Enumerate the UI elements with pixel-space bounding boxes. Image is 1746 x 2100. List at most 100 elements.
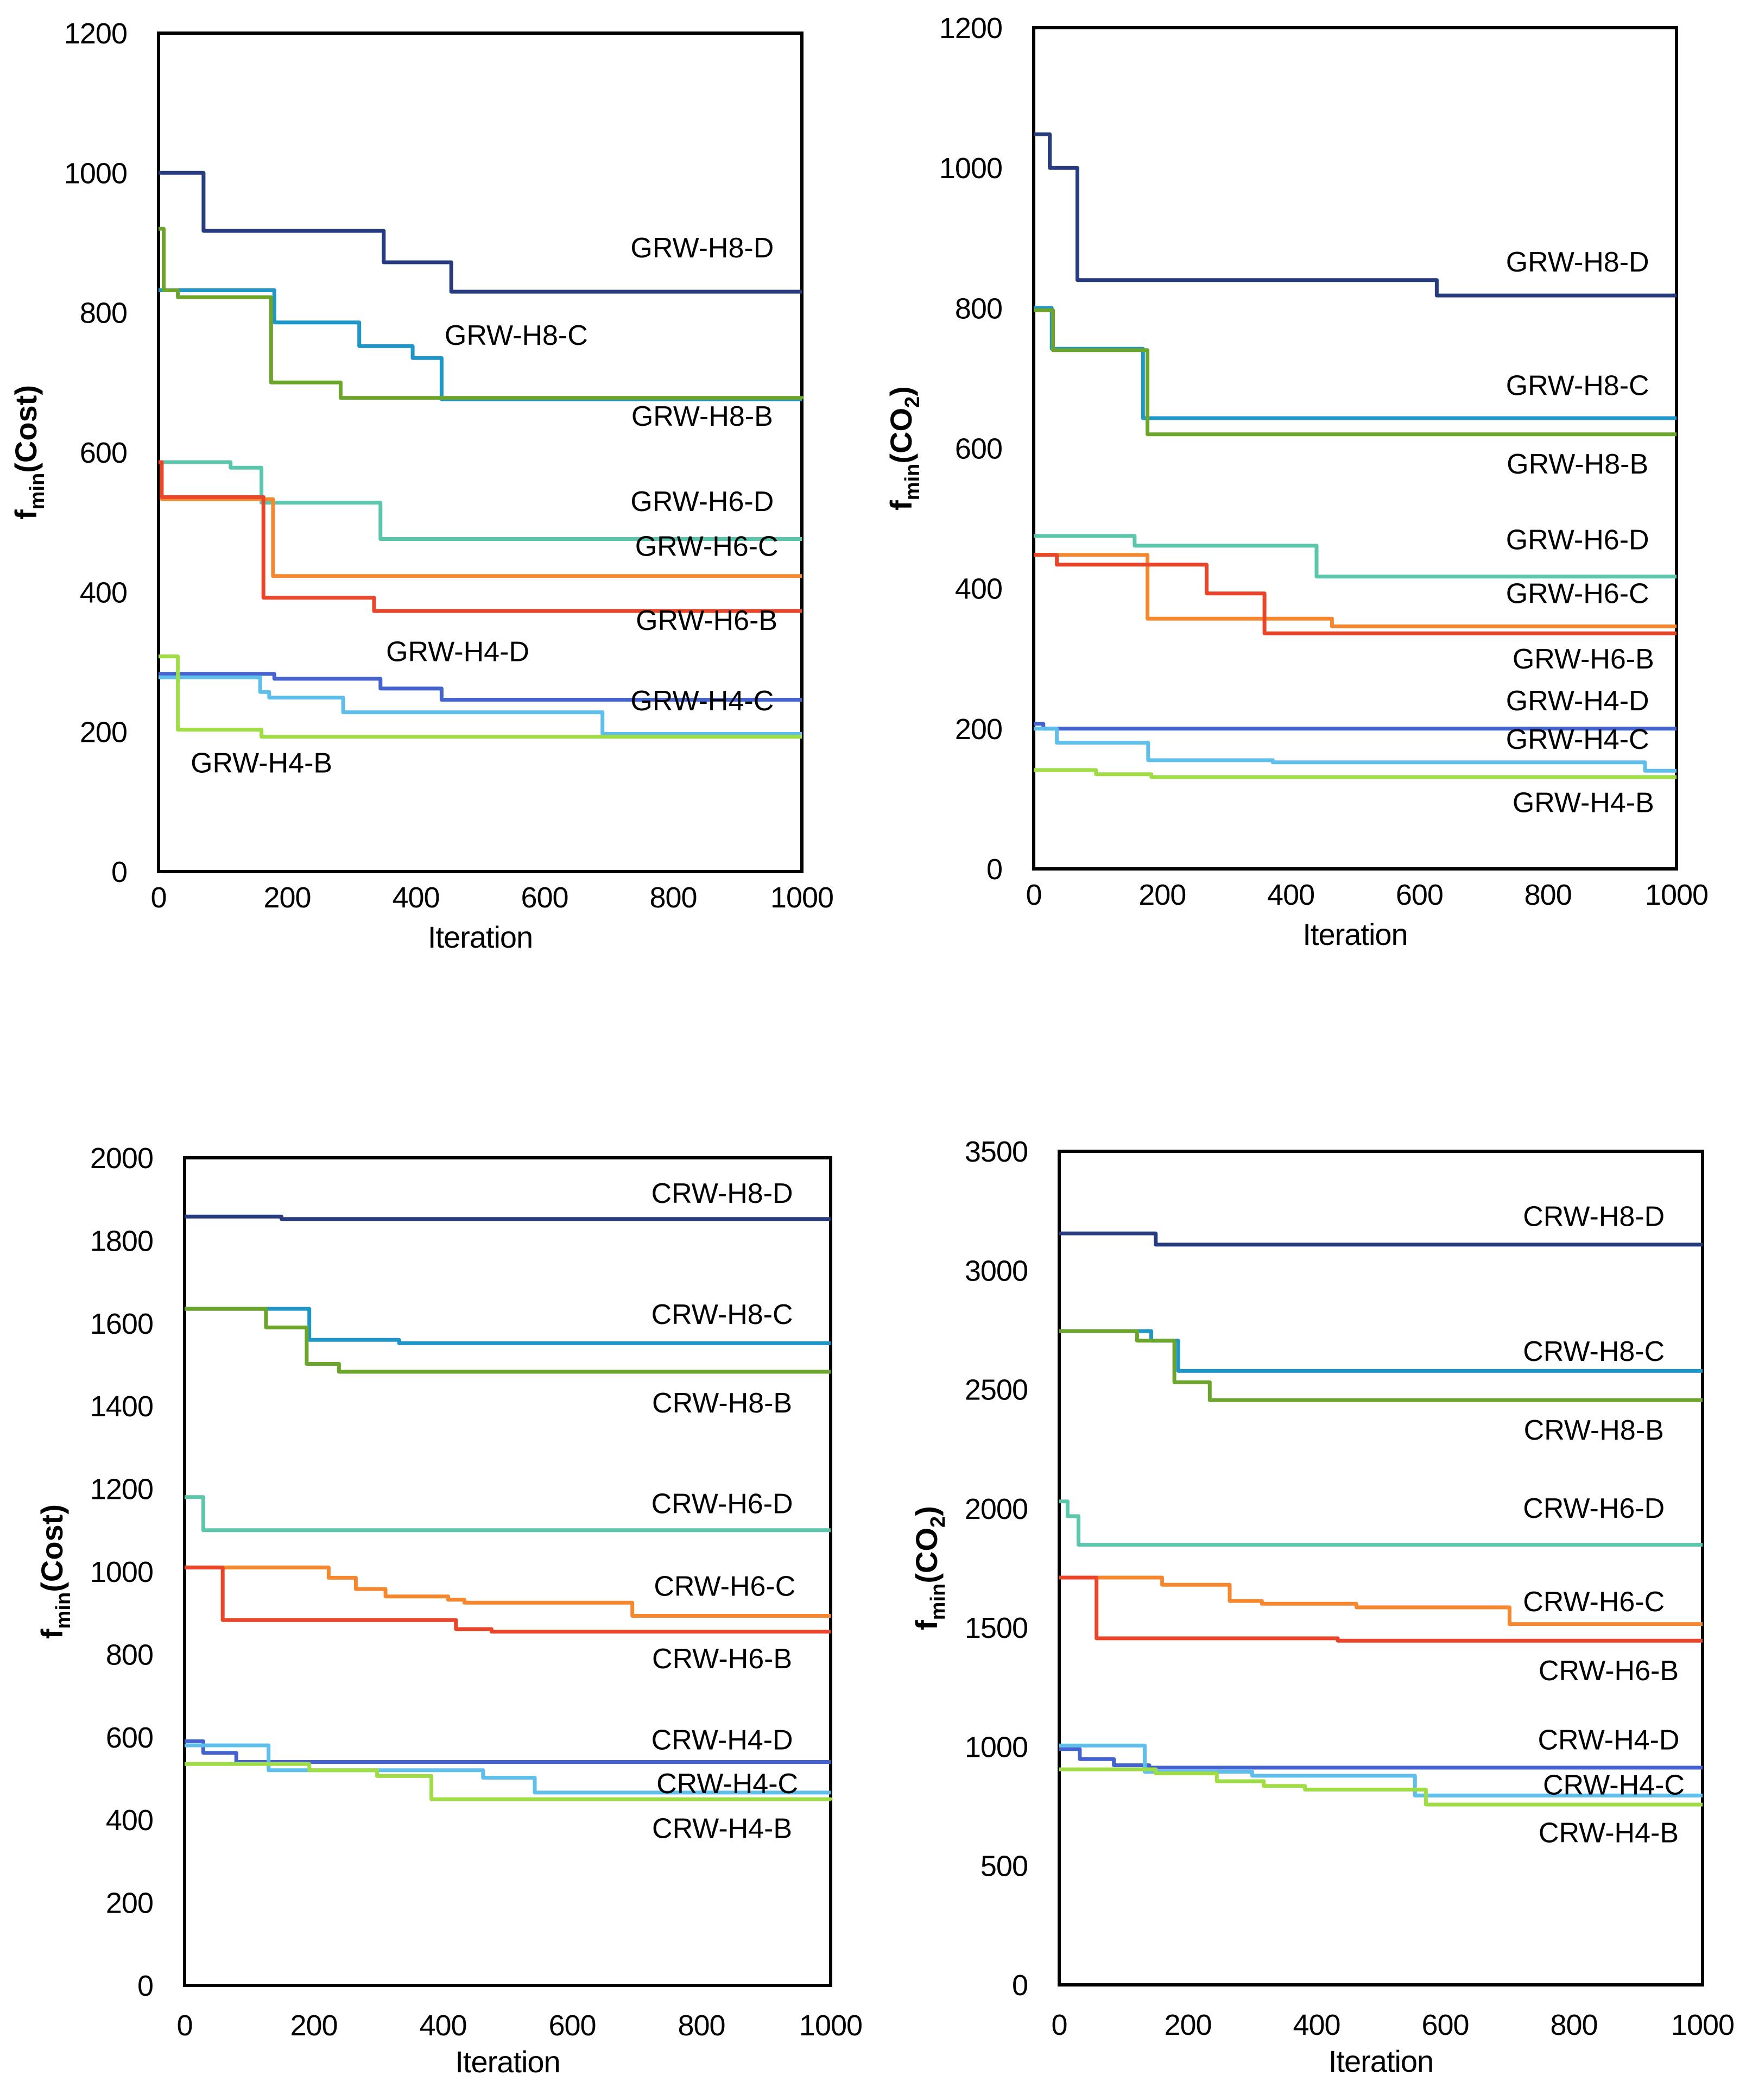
- y-tick-label: 1200: [90, 1473, 153, 1506]
- x-tick-label: 1000: [1645, 879, 1708, 911]
- x-tick-label: 200: [290, 2009, 337, 2042]
- x-tick-label: 600: [1421, 2009, 1469, 2041]
- series-annotation-crw-h6-d: CRW-H6-D: [1523, 1493, 1665, 1524]
- series-annotation-grw-h6-c: GRW-H6-C: [1506, 578, 1649, 610]
- series-annotation-crw-h6-c: CRW-H6-C: [1523, 1586, 1665, 1618]
- series-annotation-crw-h4-d: CRW-H4-D: [1538, 1724, 1680, 1756]
- plot-border: [1032, 26, 1678, 871]
- x-tick-label: 0: [176, 2009, 192, 2042]
- series-line-grw-h8-d: [159, 171, 802, 294]
- series-annotation-grw-h8-d: GRW-H8-D: [630, 232, 774, 264]
- series-annotation-grw-h4-b: GRW-H4-B: [191, 747, 332, 779]
- series-line-grw-h8-c: [159, 288, 802, 401]
- y-tick-label: 600: [955, 433, 1002, 465]
- series-annotation-grw-h6-b: GRW-H6-B: [1513, 644, 1654, 675]
- series-line-grw-h4-b: [159, 654, 802, 739]
- plot-border: [183, 1156, 832, 1987]
- series-annotation-grw-h6-b: GRW-H6-B: [636, 605, 777, 636]
- series-annotation-crw-h4-c: CRW-H4-C: [656, 1768, 798, 1800]
- series-line-grw-h4-b: [1034, 768, 1677, 779]
- series-line-grw-h6-b: [1034, 553, 1677, 635]
- x-axis-title: Iteration: [455, 2045, 560, 2079]
- series-line-grw-h8-b: [1034, 308, 1677, 437]
- x-tick-label: 400: [392, 881, 439, 914]
- series-line-crw-h6-d: [185, 1495, 831, 1533]
- y-tick-label: 2500: [965, 1374, 1028, 1407]
- series-annotation-grw-h8-b: GRW-H8-B: [631, 401, 773, 432]
- series-annotation-crw-h6-d: CRW-H6-D: [651, 1488, 793, 1519]
- x-tick-label: 200: [263, 881, 311, 914]
- y-tick-label: 0: [1012, 1969, 1028, 2002]
- series-line-crw-h8-c: [185, 1307, 831, 1345]
- y-tick-label: 800: [106, 1638, 153, 1671]
- y-tick-label: 1400: [90, 1390, 153, 1423]
- series-annotation-crw-h6-b: CRW-H6-B: [652, 1643, 792, 1675]
- series-line-crw-h8-d: [185, 1214, 831, 1221]
- y-axis-title: fmin(CO2): [884, 386, 924, 510]
- series-annotation-grw-h4-c: GRW-H4-C: [630, 685, 774, 717]
- series-annotation-grw-h8-d: GRW-H8-D: [1506, 247, 1649, 278]
- series-annotation-crw-h8-b: CRW-H8-B: [1524, 1415, 1664, 1446]
- y-tick-label: 2000: [90, 1142, 153, 1175]
- x-axis-title: Iteration: [1329, 2044, 1433, 2078]
- series-annotation-crw-h4-d: CRW-H4-D: [651, 1724, 793, 1756]
- series-annotation-crw-h8-d: CRW-H8-D: [1523, 1201, 1665, 1232]
- series-line-grw-h8-c: [1034, 306, 1677, 420]
- series-annotation-crw-h6-b: CRW-H6-B: [1539, 1655, 1679, 1687]
- series-line-crw-h4-c: [1059, 1743, 1703, 1798]
- series-annotation-crw-h6-c: CRW-H6-C: [654, 1571, 795, 1603]
- x-tick-label: 600: [548, 2009, 596, 2042]
- series-line-crw-h8-b: [1059, 1329, 1703, 1402]
- series-annotation-grw-h4-d: GRW-H4-D: [1506, 685, 1649, 717]
- x-tick-label: 200: [1138, 879, 1186, 911]
- y-tick-label: 3500: [965, 1136, 1028, 1168]
- panel-grw-co2: 0 200 400 600 800 1000 1200 0 200 400 600 800 1000 It…: [884, 12, 1709, 951]
- series-line-grw-h6-d: [159, 460, 802, 541]
- series-line-grw-h8-d: [1034, 132, 1677, 298]
- series-annotation-grw-h6-c: GRW-H6-C: [635, 531, 779, 562]
- x-tick-label: 1000: [1671, 2009, 1734, 2041]
- y-tick-label: 1200: [939, 12, 1002, 45]
- series-annotation-crw-h8-c: CRW-H8-C: [1523, 1336, 1665, 1367]
- y-tick-label: 2000: [965, 1493, 1028, 1525]
- series-line-grw-h6-b: [159, 460, 802, 613]
- y-tick-label: 0: [986, 853, 1002, 886]
- series-annotation-crw-h8-d: CRW-H8-D: [651, 1178, 793, 1209]
- y-tick-label: 0: [111, 856, 127, 888]
- y-tick-label: 400: [955, 573, 1002, 606]
- panel-crw-co2: 0 500 1000 1500 2000 2500 3000 3500 0 200 400 600 80…: [909, 1136, 1735, 2078]
- series-annotation-grw-h4-c: GRW-H4-C: [1506, 724, 1649, 755]
- y-tick-label: 1000: [965, 1731, 1028, 1763]
- y-tick-label: 400: [106, 1804, 153, 1837]
- x-tick-label: 1000: [799, 2009, 862, 2042]
- y-tick-label: 1000: [90, 1556, 153, 1588]
- y-tick-label: 800: [80, 297, 127, 330]
- y-tick-label: 600: [106, 1721, 153, 1754]
- x-tick-label: 0: [1051, 2009, 1067, 2041]
- y-tick-label: 1000: [939, 152, 1002, 185]
- y-tick-label: 400: [80, 576, 127, 609]
- y-tick-label: 600: [80, 437, 127, 469]
- series-line-crw-h8-d: [1059, 1231, 1703, 1247]
- series-annotation-grw-h4-b: GRW-H4-B: [1513, 787, 1654, 818]
- series-annotation-grw-h8-c: GRW-H8-C: [1506, 370, 1649, 401]
- series-annotation-crw-h4-b: CRW-H4-B: [652, 1813, 792, 1844]
- x-tick-label: 800: [678, 2009, 725, 2042]
- series-line-crw-h4-c: [185, 1743, 831, 1795]
- series-line-crw-h6-b: [185, 1565, 831, 1634]
- series-line-crw-h4-d: [1059, 1747, 1703, 1770]
- series-annotation-grw-h8-c: GRW-H8-C: [445, 320, 588, 351]
- x-tick-label: 600: [1396, 879, 1443, 911]
- series-line-grw-h4-d: [159, 672, 802, 702]
- y-tick-label: 800: [955, 292, 1002, 325]
- series-line-crw-h6-c: [1059, 1575, 1703, 1626]
- series-annotation-crw-h4-b: CRW-H4-B: [1539, 1817, 1679, 1849]
- y-tick-label: 3000: [965, 1254, 1028, 1287]
- x-tick-label: 800: [1550, 2009, 1597, 2041]
- series-line-crw-h4-d: [185, 1739, 831, 1764]
- y-tick-label: 200: [106, 1887, 153, 1920]
- y-tick-label: 200: [955, 713, 1002, 746]
- panel-grw-cost: 0 200 400 600 800 1000 1200 0 200 400 600 800 1000 It…: [9, 17, 834, 954]
- series-line-grw-h6-c: [1034, 553, 1677, 628]
